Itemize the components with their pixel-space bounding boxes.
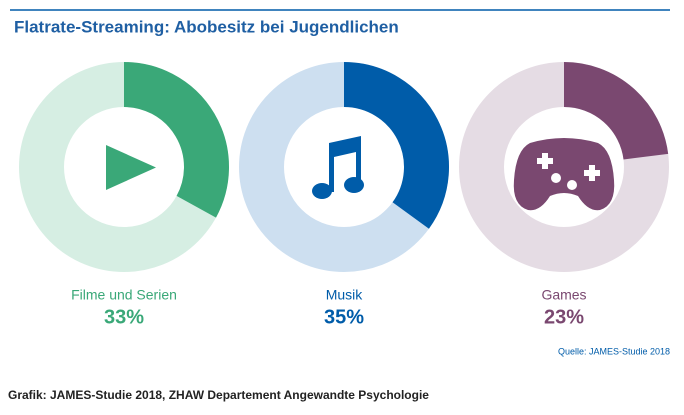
chart-title: Flatrate-Streaming: Abobesitz bei Jugend… bbox=[14, 17, 399, 36]
play-icon bbox=[106, 145, 156, 190]
category-label: Musik bbox=[326, 287, 364, 303]
value-label: 35% bbox=[324, 306, 364, 328]
category-label: Games bbox=[541, 287, 586, 303]
gamepad-icon bbox=[513, 138, 615, 211]
donut-segment bbox=[343, 62, 449, 229]
category-label: Filme und Serien bbox=[71, 287, 177, 303]
source-note: Quelle: JAMES-Studie 2018 bbox=[558, 346, 670, 356]
value-label: 33% bbox=[104, 306, 144, 328]
donut-segment bbox=[123, 62, 229, 218]
donuts: Filme und Serien 33% Musik 35% Games 23% bbox=[19, 62, 669, 328]
value-label: 23% bbox=[544, 306, 584, 328]
icons bbox=[106, 136, 615, 211]
donut-segment bbox=[563, 62, 669, 161]
music-icon bbox=[312, 136, 364, 199]
credit: Grafik: JAMES-Studie 2018, ZHAW Departem… bbox=[8, 388, 429, 402]
